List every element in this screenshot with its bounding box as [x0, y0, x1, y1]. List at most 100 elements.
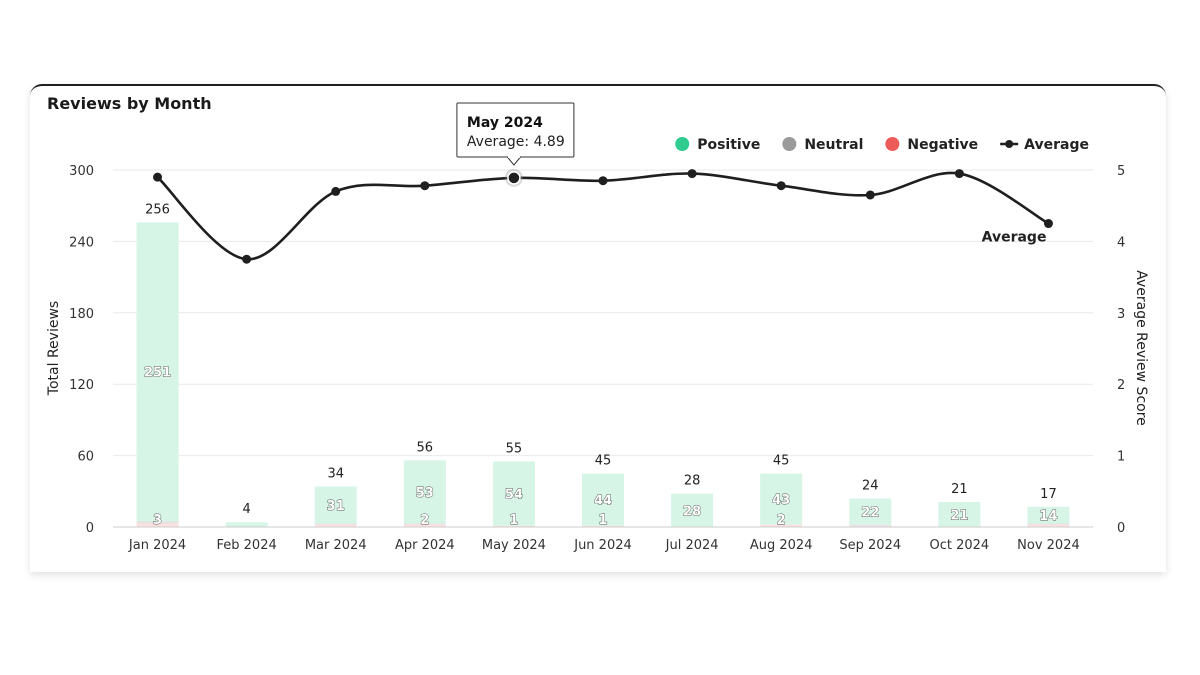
average-end-label: Average: [982, 230, 1047, 246]
positive-bar: [671, 493, 714, 527]
negative-value-label: 2: [420, 513, 429, 528]
positive-value-label: 22: [861, 506, 879, 521]
positive-value-label: 53: [416, 486, 434, 501]
legend-marker: [885, 137, 900, 151]
neutral-bar: [136, 521, 179, 524]
positive-bar: [492, 461, 535, 526]
y2-tick-label: 3: [1117, 307, 1125, 322]
neutral-bar: [314, 523, 357, 525]
total-label: 4: [242, 502, 250, 517]
negative-bar: [1027, 524, 1070, 527]
x-tick-label: May 2024: [482, 538, 546, 553]
negative-value-label: 1: [598, 513, 607, 528]
legend-label: Positive: [697, 137, 760, 153]
positive-bar: [938, 502, 981, 527]
average-point: [865, 190, 875, 200]
y2-axis-title: Average Review Score: [1133, 270, 1149, 426]
average-line: [156, 171, 1050, 261]
y2-tick-label: 1: [1117, 450, 1125, 465]
positive-bar: [1027, 506, 1070, 524]
total-label: 55: [506, 442, 523, 457]
x-tick-label: Feb 2024: [217, 538, 277, 553]
total-label: 24: [862, 478, 879, 493]
x-tick-label: Nov 2024: [1017, 538, 1080, 553]
positive-bar: [225, 522, 268, 527]
positive-value-label: 43: [772, 493, 790, 508]
total-label: 256: [145, 202, 170, 217]
negative-bar: [582, 525, 624, 527]
average-point: [1043, 219, 1053, 229]
y-tick-label: 180: [69, 307, 94, 322]
positive-bar: [582, 473, 624, 526]
y-tick-label: 60: [77, 450, 94, 465]
negative-value-label: 2: [777, 513, 786, 528]
average-line-layer: Average: [153, 168, 1053, 264]
total-label: 45: [773, 453, 790, 468]
total-label: 21: [951, 482, 968, 497]
average-point: [687, 169, 697, 179]
average-point: [776, 181, 786, 191]
y-tick-label: 120: [69, 378, 94, 393]
total-label: 34: [327, 467, 344, 482]
positive-value-label: 251: [144, 366, 171, 381]
legend-marker: [675, 137, 690, 151]
legend-label: Negative: [907, 137, 978, 153]
positive-value-label: 31: [327, 499, 345, 514]
tooltip-title: May 2024: [467, 115, 543, 131]
y-tick-label: 240: [69, 235, 94, 250]
total-label: 45: [595, 453, 612, 468]
positive-bar: [314, 486, 357, 524]
y-tick-label: 300: [69, 164, 94, 179]
total-label: 17: [1040, 487, 1057, 502]
positive-bar: [403, 460, 446, 524]
negative-bar: [760, 524, 803, 527]
x-tick-label: Mar 2024: [305, 538, 367, 553]
x-tick-label: Oct 2024: [930, 538, 990, 553]
neutral-bar: [403, 523, 446, 525]
positive-value-label: 21: [950, 509, 968, 524]
positive-bar: [849, 498, 892, 525]
y-tick-label: 0: [86, 521, 94, 536]
average-point: [420, 181, 430, 191]
average-point: [331, 186, 341, 196]
negative-value-label: 3: [153, 513, 162, 528]
positive-value-label: 54: [505, 488, 523, 503]
negative-bar: [492, 525, 535, 527]
y2-tick-label: 5: [1117, 164, 1125, 179]
negative-bar: [403, 524, 446, 527]
x-tick-label: Sep 2024: [839, 538, 901, 553]
average-point: [242, 254, 252, 264]
x-tick-label: Apr 2024: [395, 538, 455, 553]
y2-tick-label: 2: [1117, 378, 1125, 393]
y2-tick-label: 4: [1117, 235, 1125, 250]
neutral-bar: [1027, 523, 1070, 525]
positive-bar: [136, 222, 179, 522]
legend-marker: [1005, 140, 1014, 148]
average-point: [598, 176, 608, 186]
negative-value-label: 1: [509, 513, 518, 528]
positive-bar: [760, 473, 803, 525]
chart-title: Reviews by Month: [47, 94, 212, 113]
tooltip-pointer: [506, 156, 522, 166]
y-axis-title: Total Reviews: [46, 301, 62, 396]
legend-marker: [782, 137, 797, 151]
average-point: [507, 171, 521, 185]
x-tick-label: Jun 2024: [573, 538, 632, 553]
neutral-bar: [849, 524, 892, 526]
tooltip-pointer-mask: [507, 155, 520, 158]
negative-bar: [314, 524, 357, 527]
average-point: [954, 169, 964, 179]
y2-tick-label: 0: [1117, 521, 1125, 536]
legend-label: Average: [1024, 137, 1089, 153]
legend-label: Neutral: [804, 137, 863, 153]
positive-value-label: 44: [594, 494, 612, 509]
total-label: 28: [684, 474, 701, 489]
tooltip-text: Average: 4.89: [467, 134, 565, 150]
x-tick-label: Jan 2024: [128, 538, 186, 553]
negative-bar: [136, 523, 179, 527]
positive-value-label: 28: [683, 504, 701, 519]
legend: Average Negative Neutral Positive: [675, 137, 1089, 153]
average-point: [153, 172, 163, 182]
